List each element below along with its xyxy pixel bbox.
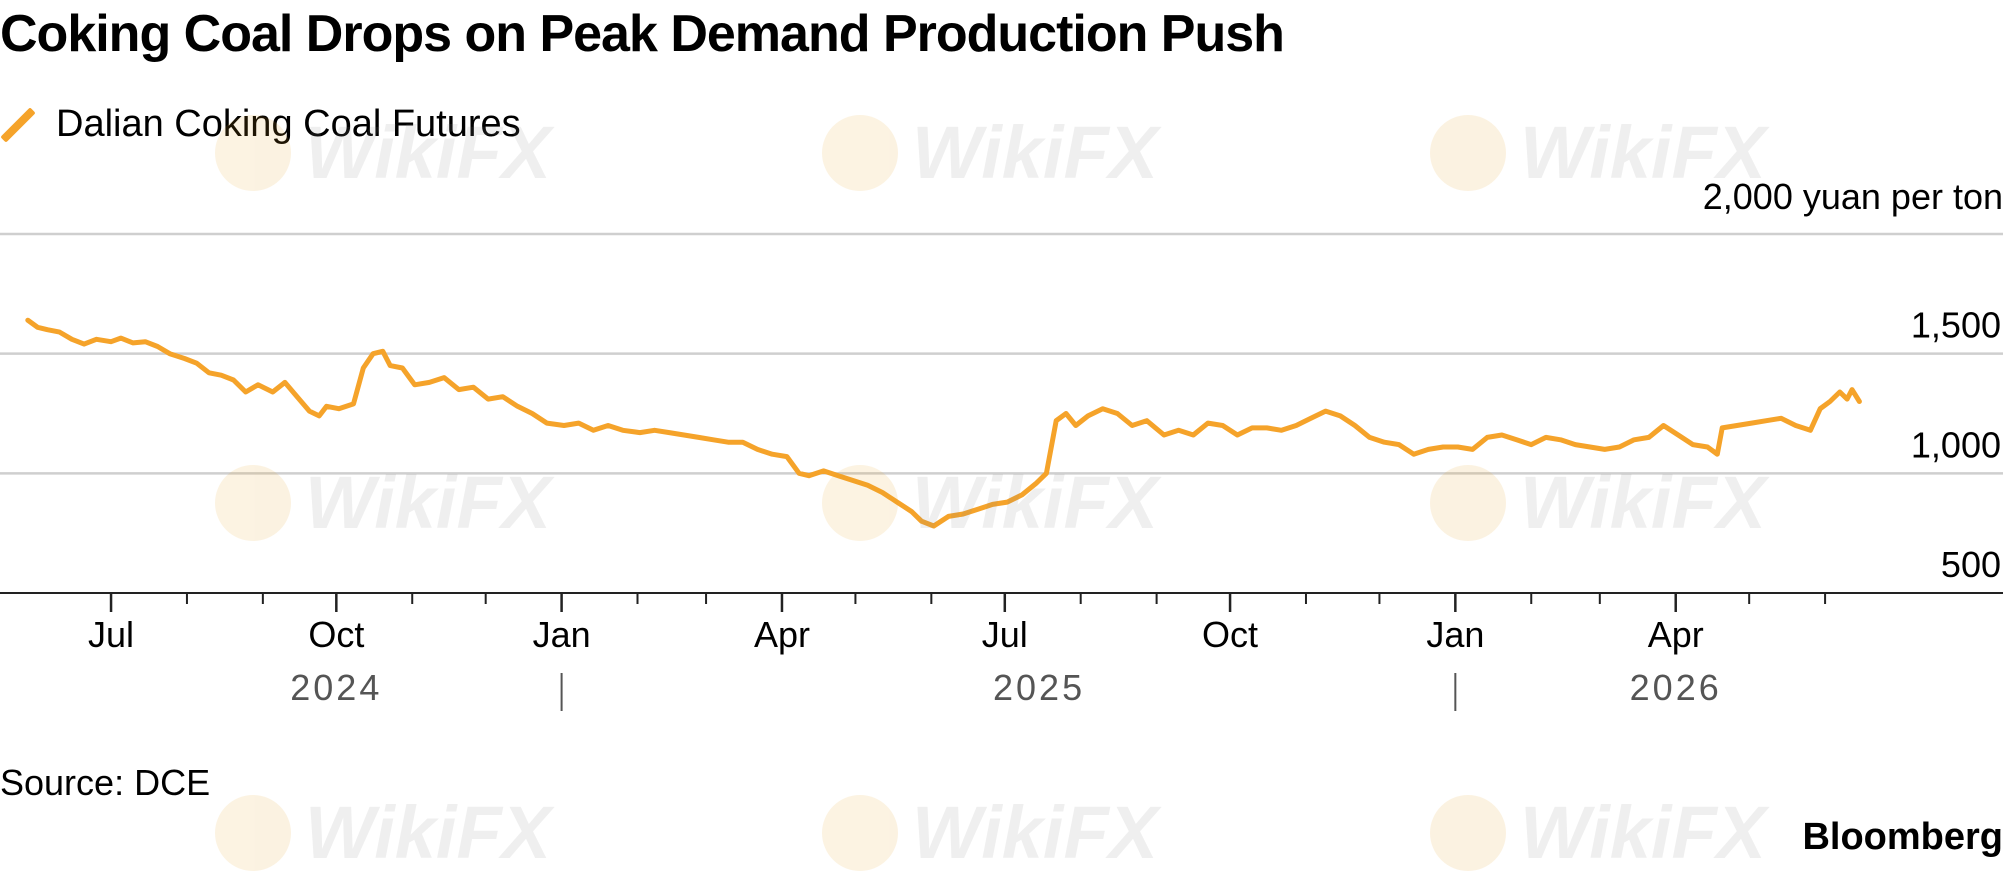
x-tick-label: Oct <box>308 614 364 655</box>
y-axis-top-label: 2,000 yuan per ton <box>1702 176 2003 217</box>
watermark-text: WikiFX <box>1520 791 1767 874</box>
series-line-dalian-coking-coal <box>25 317 1862 529</box>
x-tick-label: Jan <box>1426 614 1484 655</box>
watermark-logo-icon <box>215 794 291 871</box>
x-tick-label: Apr <box>1648 614 1704 655</box>
x-tick-label: Jul <box>982 614 1028 655</box>
year-label: 2024 <box>290 667 382 708</box>
x-tick-label: Jul <box>88 614 134 655</box>
x-tick-label: Oct <box>1202 614 1258 655</box>
brand-logo: Bloomberg <box>1802 816 2003 858</box>
watermark: WikiFX <box>215 790 551 875</box>
y-tick-label: 1,500 <box>1911 305 2001 346</box>
chart-title: Coking Coal Drops on Peak Demand Product… <box>0 5 1285 63</box>
watermark-logo-icon <box>1430 794 1506 871</box>
watermark-text: WikiFX <box>305 791 552 874</box>
line-chart: 500 1,000 1,500 Jul Oct Jan Apr Jul Oct Jan Apr 202… <box>0 232 2003 711</box>
watermark: WikiFX <box>822 790 1158 875</box>
x-tick-label: Apr <box>754 614 810 655</box>
x-tick-label: Jan <box>533 614 591 655</box>
watermark: WikiFX <box>1430 790 1766 875</box>
legend-label: Dalian Coking Coal Futures <box>56 102 521 145</box>
year-label: 2025 <box>993 667 1085 708</box>
watermark-logo-icon <box>822 794 898 871</box>
source-note: Source: DCE <box>0 762 211 803</box>
legend: Dalian Coking Coal Futures <box>0 96 521 152</box>
y-tick-label: 500 <box>1941 544 2001 585</box>
watermark-text: WikiFX <box>912 791 1159 874</box>
y-tick-label: 1,000 <box>1911 424 2001 465</box>
year-label: 2026 <box>1630 667 1722 708</box>
